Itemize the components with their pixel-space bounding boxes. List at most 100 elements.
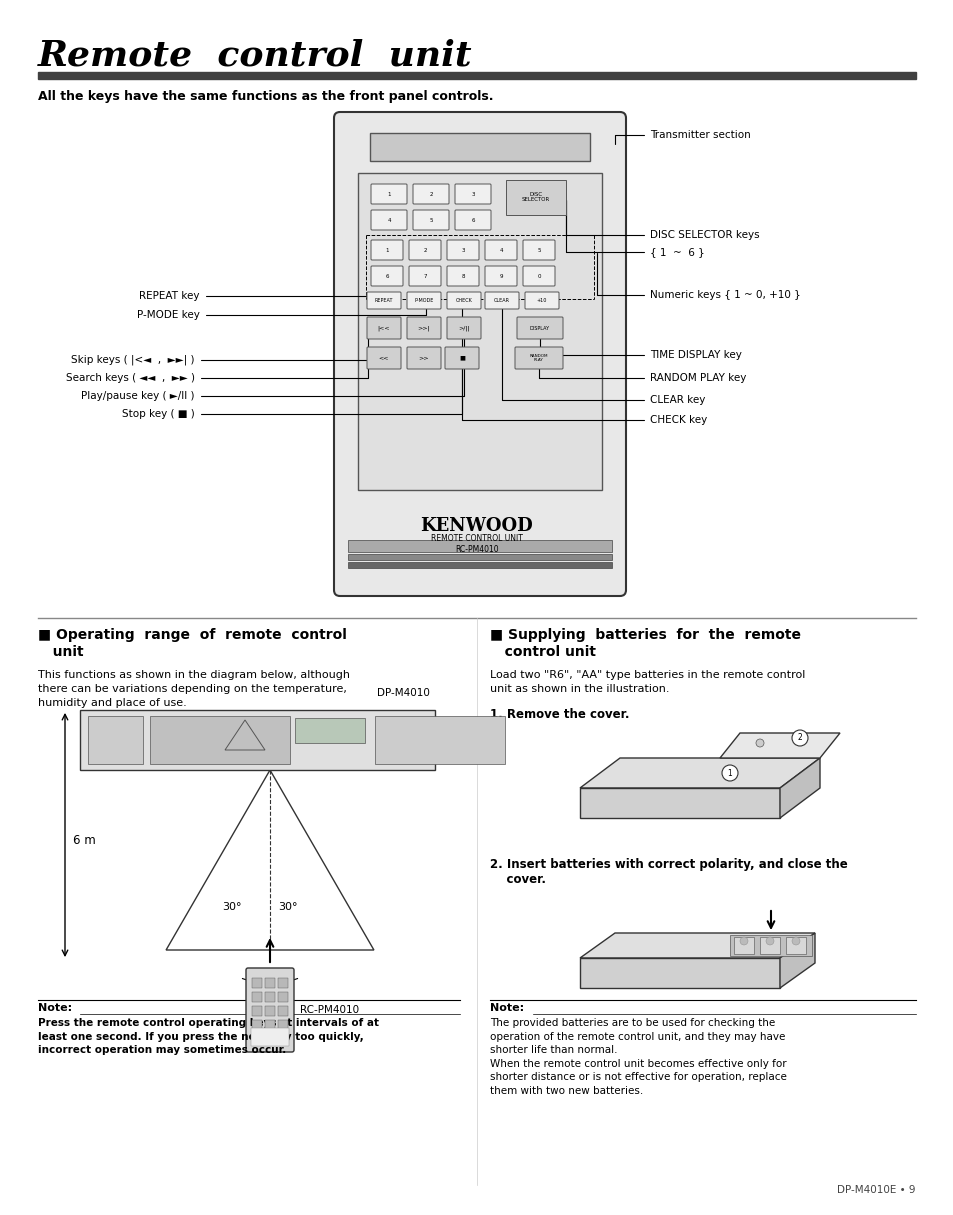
Bar <box>265 1021 274 1030</box>
Text: Skip keys ( |<◄  ,  ►►| ): Skip keys ( |<◄ , ►►| ) <box>71 355 194 366</box>
Text: RC-PM4010: RC-PM4010 <box>299 1005 358 1015</box>
Text: All the keys have the same functions as the front panel controls.: All the keys have the same functions as … <box>38 90 493 103</box>
Text: 2: 2 <box>423 248 426 253</box>
FancyBboxPatch shape <box>444 347 478 369</box>
Polygon shape <box>729 936 811 956</box>
Polygon shape <box>579 933 814 957</box>
FancyBboxPatch shape <box>371 183 407 204</box>
Text: +10: +10 <box>537 298 547 303</box>
Text: RANDOM
PLAY: RANDOM PLAY <box>529 354 548 362</box>
Text: ■ Supplying  batteries  for  the  remote
   control unit: ■ Supplying batteries for the remote con… <box>490 628 801 660</box>
Text: 7: 7 <box>423 273 426 278</box>
Text: 6 m: 6 m <box>73 833 95 847</box>
FancyBboxPatch shape <box>522 266 555 286</box>
FancyBboxPatch shape <box>407 292 440 309</box>
Text: ■ Operating  range  of  remote  control
   unit: ■ Operating range of remote control unit <box>38 628 347 660</box>
Bar <box>277 1021 288 1030</box>
Polygon shape <box>720 733 840 758</box>
Bar <box>80 710 435 770</box>
FancyBboxPatch shape <box>371 210 407 230</box>
Text: CHECK key: CHECK key <box>649 416 706 425</box>
Bar <box>370 132 589 162</box>
Text: 9: 9 <box>498 273 502 278</box>
Text: Remote  control  unit: Remote control unit <box>38 38 472 72</box>
FancyBboxPatch shape <box>484 292 518 309</box>
Text: DISC SELECTOR keys: DISC SELECTOR keys <box>649 230 759 241</box>
FancyBboxPatch shape <box>447 292 480 309</box>
Text: 4: 4 <box>387 217 391 222</box>
FancyBboxPatch shape <box>367 292 400 309</box>
Bar <box>265 1006 274 1016</box>
Text: >>|: >>| <box>417 326 430 330</box>
Text: Search keys ( ◄◄  ,  ►► ): Search keys ( ◄◄ , ►► ) <box>66 373 194 383</box>
Circle shape <box>721 765 738 781</box>
Text: REPEAT key: REPEAT key <box>139 292 200 301</box>
Text: 2: 2 <box>797 734 801 742</box>
FancyBboxPatch shape <box>524 292 558 309</box>
Text: The provided batteries are to be used for checking the
operation of the remote c: The provided batteries are to be used fo… <box>490 1018 786 1096</box>
Bar <box>252 978 262 988</box>
FancyBboxPatch shape <box>447 241 478 260</box>
Bar <box>348 554 612 560</box>
FancyBboxPatch shape <box>367 317 400 339</box>
Text: Note:: Note: <box>38 1004 72 1013</box>
FancyBboxPatch shape <box>413 183 449 204</box>
Bar <box>357 173 601 490</box>
Bar <box>88 716 143 764</box>
Polygon shape <box>780 933 814 988</box>
FancyBboxPatch shape <box>334 112 625 597</box>
FancyBboxPatch shape <box>484 241 517 260</box>
Text: RANDOM PLAY key: RANDOM PLAY key <box>649 373 745 383</box>
Bar <box>505 180 565 215</box>
Text: 6: 6 <box>385 273 388 278</box>
Text: 1. Remove the cover.: 1. Remove the cover. <box>490 708 629 720</box>
Text: Note:: Note: <box>490 1004 523 1013</box>
Bar <box>252 1021 262 1030</box>
Text: { 1  ~  6 }: { 1 ~ 6 } <box>649 247 704 258</box>
Text: 3: 3 <box>460 248 464 253</box>
Circle shape <box>755 739 763 747</box>
FancyBboxPatch shape <box>484 266 517 286</box>
Bar <box>251 1028 289 1046</box>
Text: CLEAR: CLEAR <box>494 298 510 303</box>
Text: DP-M4010E • 9: DP-M4010E • 9 <box>837 1185 915 1196</box>
Bar <box>277 978 288 988</box>
FancyBboxPatch shape <box>455 183 491 204</box>
Bar <box>38 72 915 79</box>
Bar <box>760 937 780 954</box>
Bar <box>265 978 274 988</box>
Text: 4: 4 <box>498 248 502 253</box>
Text: DISPLAY: DISPLAY <box>529 326 550 330</box>
FancyBboxPatch shape <box>522 241 555 260</box>
Bar <box>252 991 262 1002</box>
Text: Stop key ( ■ ): Stop key ( ■ ) <box>122 409 194 419</box>
Circle shape <box>765 937 773 945</box>
Circle shape <box>791 937 800 945</box>
FancyBboxPatch shape <box>371 241 402 260</box>
Circle shape <box>740 937 747 945</box>
FancyBboxPatch shape <box>367 347 400 369</box>
Text: >/||: >/|| <box>457 326 469 330</box>
Text: CLEAR key: CLEAR key <box>649 395 704 405</box>
FancyBboxPatch shape <box>246 968 294 1052</box>
FancyBboxPatch shape <box>371 266 402 286</box>
Polygon shape <box>579 957 780 988</box>
Text: |<<: |<< <box>377 326 390 330</box>
Text: Transmitter section: Transmitter section <box>649 130 750 140</box>
Circle shape <box>791 730 807 746</box>
Text: DP-M4010: DP-M4010 <box>376 688 430 697</box>
Bar <box>265 991 274 1002</box>
Text: P-MODE: P-MODE <box>414 298 434 303</box>
Polygon shape <box>780 758 820 818</box>
FancyBboxPatch shape <box>409 241 440 260</box>
Text: Numeric keys { 1 ~ 0, +10 }: Numeric keys { 1 ~ 0, +10 } <box>649 290 800 300</box>
Text: 1: 1 <box>385 248 388 253</box>
FancyBboxPatch shape <box>447 317 480 339</box>
Text: 5: 5 <box>537 248 540 253</box>
Text: REMOTE CONTROL UNIT
RC-PM4010: REMOTE CONTROL UNIT RC-PM4010 <box>431 535 522 554</box>
Text: Press the remote control operating keys at intervals of at
least one second. If : Press the remote control operating keys … <box>38 1018 378 1055</box>
Bar <box>252 1006 262 1016</box>
Text: CHECK: CHECK <box>456 298 472 303</box>
Text: TIME DISPLAY key: TIME DISPLAY key <box>649 350 741 360</box>
FancyBboxPatch shape <box>455 210 491 230</box>
